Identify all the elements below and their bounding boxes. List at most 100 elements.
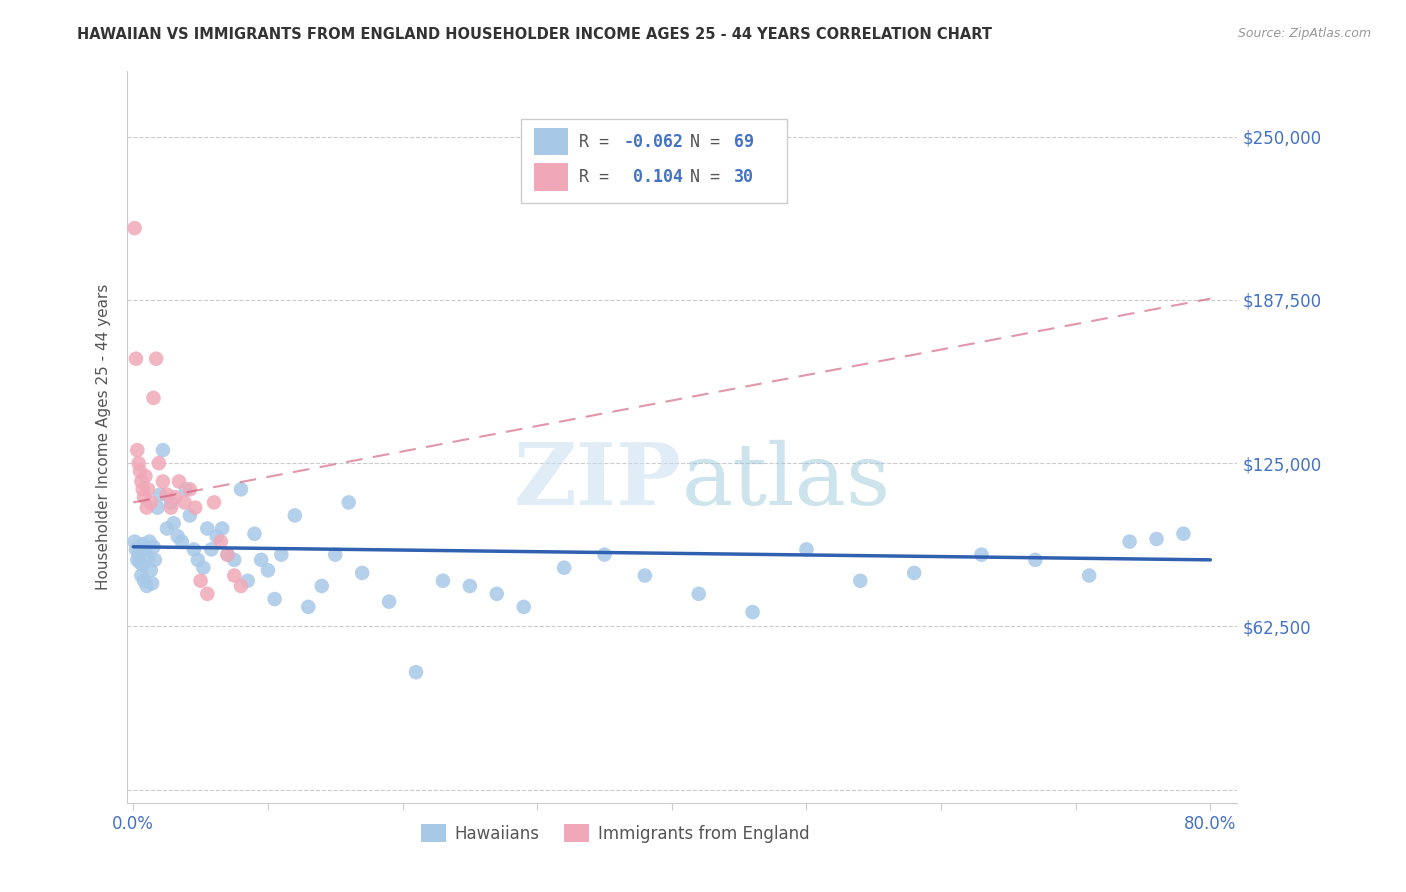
Bar	[534, 128, 568, 155]
Point	[141, 576, 163, 591]
Text: HAWAIIAN VS IMMIGRANTS FROM ENGLAND HOUSEHOLDER INCOME AGES 25 - 44 YEARS CORREL: HAWAIIAN VS IMMIGRANTS FROM ENGLAND HOUS…	[77, 27, 993, 42]
Point	[903, 566, 925, 580]
Point	[405, 665, 427, 680]
Point	[193, 560, 215, 574]
Point	[323, 548, 346, 562]
Point	[224, 568, 246, 582]
Point	[152, 443, 174, 458]
Point	[243, 526, 266, 541]
Point	[337, 495, 360, 509]
Point	[173, 495, 195, 509]
Point	[143, 553, 166, 567]
Point	[134, 542, 156, 557]
Point	[1118, 534, 1140, 549]
Point	[257, 563, 280, 577]
Text: ZIP: ZIP	[515, 439, 682, 523]
Point	[217, 548, 239, 562]
Point	[1173, 526, 1195, 541]
Point	[152, 475, 174, 489]
Point	[132, 574, 155, 588]
Point	[634, 568, 657, 582]
Point	[135, 579, 157, 593]
Point	[553, 560, 575, 574]
Text: atlas: atlas	[682, 440, 891, 523]
Point	[156, 487, 179, 501]
Point	[131, 475, 153, 489]
Text: R =: R =	[579, 169, 628, 186]
Point	[127, 443, 149, 458]
Point	[124, 534, 146, 549]
Point	[145, 351, 167, 366]
Point	[183, 542, 205, 557]
Point	[142, 540, 165, 554]
Point	[205, 529, 228, 543]
Point	[125, 542, 148, 557]
Point	[187, 553, 209, 567]
Point	[136, 483, 159, 497]
Point	[139, 563, 162, 577]
Point	[236, 574, 259, 588]
Point	[217, 548, 239, 562]
Point	[170, 534, 193, 549]
Point	[166, 529, 188, 543]
Point	[195, 521, 218, 535]
Point	[352, 566, 374, 580]
Point	[458, 579, 481, 593]
Point	[211, 521, 233, 535]
Point	[229, 483, 252, 497]
Point	[131, 558, 153, 573]
Point	[250, 553, 273, 567]
Y-axis label: Householder Income Ages 25 - 44 years: Householder Income Ages 25 - 44 years	[96, 284, 111, 591]
Point	[131, 568, 153, 582]
Text: Source: ZipAtlas.com: Source: ZipAtlas.com	[1237, 27, 1371, 40]
Point	[849, 574, 872, 588]
Point	[179, 508, 201, 523]
Point	[432, 574, 454, 588]
Point	[142, 391, 165, 405]
Point	[148, 456, 170, 470]
Point	[160, 500, 183, 515]
Point	[688, 587, 710, 601]
Point	[167, 475, 190, 489]
Point	[129, 556, 152, 570]
Point	[138, 534, 160, 549]
Point	[1024, 553, 1046, 567]
Point	[378, 594, 401, 608]
Point	[195, 587, 218, 601]
Point	[1146, 532, 1168, 546]
Point	[131, 483, 153, 497]
Point	[184, 500, 207, 515]
Point	[202, 495, 225, 509]
Point	[970, 548, 993, 562]
Text: 30: 30	[734, 169, 754, 186]
Point	[139, 495, 162, 509]
Point	[179, 483, 201, 497]
Point	[132, 490, 155, 504]
Point	[160, 495, 183, 509]
Text: N =: N =	[690, 133, 730, 152]
Text: 0.104: 0.104	[623, 169, 683, 186]
Legend: Hawaiians, Immigrants from England: Hawaiians, Immigrants from England	[415, 818, 815, 849]
Point	[209, 534, 232, 549]
Point	[174, 483, 197, 497]
FancyBboxPatch shape	[520, 119, 787, 203]
Point	[136, 550, 159, 565]
Text: 69: 69	[734, 133, 754, 152]
Point	[593, 548, 616, 562]
Point	[129, 464, 152, 478]
Bar	[534, 162, 568, 191]
Point	[128, 548, 150, 562]
Point	[263, 592, 285, 607]
Point	[125, 351, 148, 366]
Point	[512, 599, 534, 614]
Point	[135, 500, 157, 515]
Point	[297, 599, 319, 614]
Point	[128, 456, 150, 470]
Point	[229, 579, 252, 593]
Point	[131, 537, 153, 551]
Point	[741, 605, 763, 619]
Point	[1078, 568, 1101, 582]
Point	[163, 516, 186, 531]
Point	[485, 587, 508, 601]
Point	[224, 553, 246, 567]
